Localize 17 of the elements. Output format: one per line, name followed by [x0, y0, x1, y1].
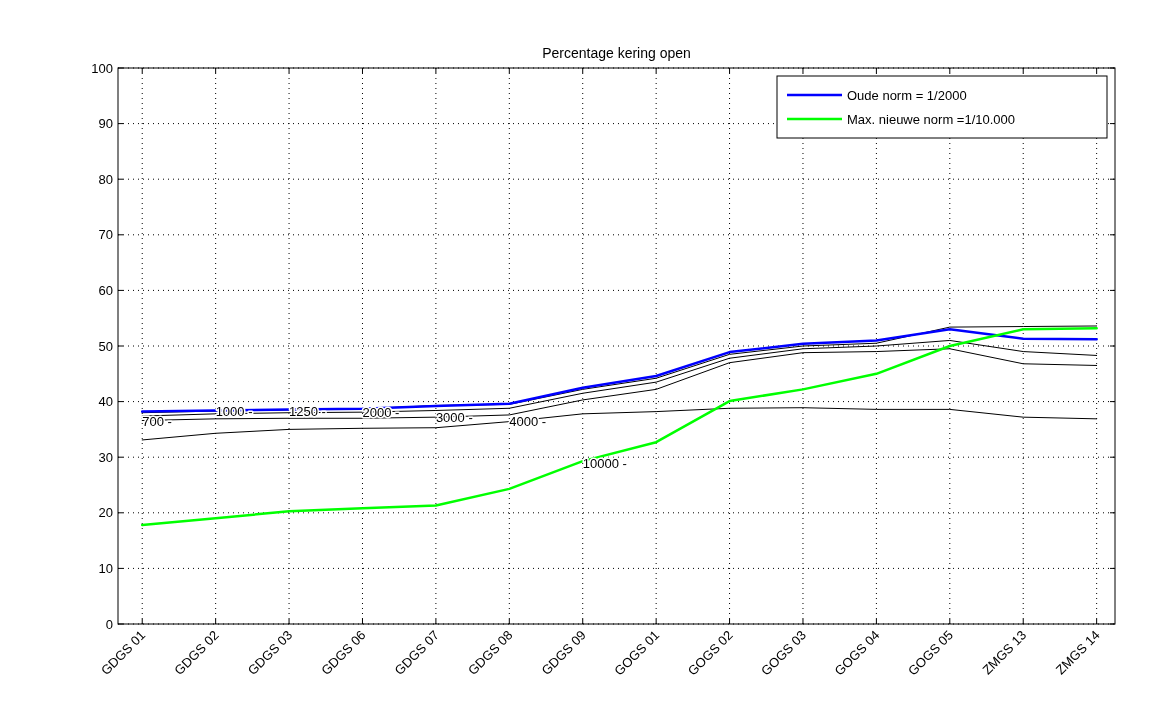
y-tick-label: 40 — [98, 394, 113, 410]
annotation: 10000 - — [582, 456, 627, 472]
y-tick-label: 0 — [105, 616, 113, 632]
y-tick-label: 90 — [98, 116, 113, 132]
y-tick-label: 60 — [98, 282, 113, 298]
annotation: 1000 - — [215, 404, 253, 420]
y-tick-label: 20 — [98, 505, 113, 521]
y-tick-label: 50 — [98, 338, 113, 354]
legend-label: Max. nieuwe norm =1/10.000 — [847, 111, 1016, 127]
legend-label: Oude norm = 1/2000 — [847, 87, 967, 103]
y-tick-label: 70 — [98, 227, 113, 243]
y-tick-label: 100 — [91, 60, 113, 76]
y-tick-label: 30 — [98, 449, 113, 465]
y-tick-label: 80 — [98, 171, 113, 187]
chart-title: Percentage kering open — [542, 45, 691, 61]
y-tick-label: 10 — [98, 560, 113, 576]
line-series — [140, 326, 1098, 527]
